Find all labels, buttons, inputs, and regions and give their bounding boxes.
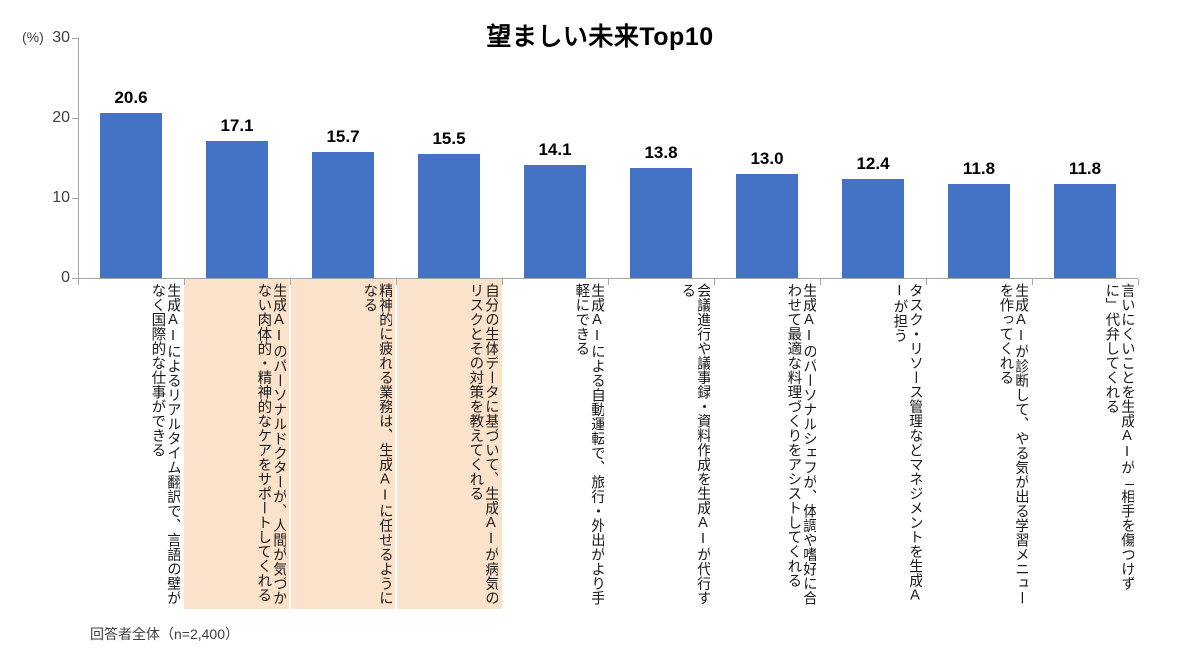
y-tick-mark (72, 198, 78, 199)
y-tick-label: 20 (52, 109, 70, 126)
y-tick-label: 10 (52, 189, 70, 206)
x-tick-mark (1032, 279, 1033, 285)
y-tick-label: 30 (52, 29, 70, 46)
x-axis-line (78, 278, 1138, 279)
category-label: 生成AIのパーソナルシェフが、体調や嗜好に合わせて最適な料理づくりをアシストして… (785, 283, 816, 605)
x-tick-mark (290, 279, 291, 285)
bar (1054, 183, 1116, 278)
category-label: 生成AIが診断して、やる気が出る学習メニューを作ってくれる (997, 283, 1028, 605)
x-tick-mark (926, 279, 927, 285)
bar-value-label: 15.7 (326, 127, 360, 147)
x-tick-mark (820, 279, 821, 285)
chart-title: 望ましい未来Top10 (486, 23, 714, 51)
bar-value-label: 17.1 (220, 116, 254, 136)
bar (418, 154, 480, 278)
x-tick-mark (502, 279, 503, 285)
x-tick-mark (396, 279, 397, 285)
category-label: 言いにくいことを生成AIが「相手を傷つけずに」代弁してくれる (1103, 283, 1134, 591)
y-tick-mark (72, 38, 78, 39)
bar-value-label: 15.5 (432, 129, 466, 148)
x-tick-mark (78, 279, 79, 285)
x-tick-mark (608, 279, 609, 285)
bar (206, 141, 268, 278)
highlight-divider (289, 279, 291, 609)
bar-value-label: 11.8 (962, 158, 996, 178)
y-axis-line (78, 38, 79, 279)
category-label: タスク・リソース管理などマネジメントを生成AIが担う (891, 283, 922, 604)
y-axis-unit-label: (%) (22, 29, 44, 45)
bar-value-label: 20.6 (114, 88, 148, 108)
footnote: 回答者全体（n=2,400） (90, 626, 239, 642)
bar-value-label: 13.8 (644, 142, 678, 162)
bar (312, 152, 374, 278)
category-label: 自分の生体データに基づいて、生成AIが病気のリスクとその対策を教えてくれる (467, 283, 498, 605)
bar (630, 167, 692, 278)
highlight-divider (395, 279, 397, 609)
category-label: 生成AIによるリアルタイム翻訳で、言語の壁がなく国際的な仕事ができる (149, 283, 180, 605)
x-tick-mark (714, 279, 715, 285)
category-label: 精神的に疲れる業務は、生成AIに任せるようになる (361, 283, 392, 605)
category-label: 会議進行や議事録・資料作成を生成AIが代行する (679, 283, 710, 605)
bar-value-label: 13.0 (750, 149, 784, 168)
bar-value-label: 11.8 (1068, 158, 1102, 178)
bar (948, 183, 1010, 278)
category-label: 生成AIによる自動運転で、旅行・外出がより手軽にできる (573, 283, 604, 605)
bar (736, 174, 798, 278)
bar (100, 113, 162, 278)
y-tick-mark (72, 118, 78, 119)
highlight-band (184, 279, 502, 609)
bar (524, 165, 586, 278)
bar-value-label: 12.4 (856, 153, 890, 173)
category-label: 生成AIのパーソナルドクターが、人間が気づかない肉体的・精神的なケアをサポートし… (255, 283, 286, 605)
y-tick-label: 0 (61, 269, 70, 286)
bar-value-label: 14.1 (538, 140, 572, 160)
y-tick-mark (72, 278, 78, 279)
bar (842, 178, 904, 278)
x-tick-mark (1138, 279, 1139, 285)
x-tick-mark (184, 279, 185, 285)
